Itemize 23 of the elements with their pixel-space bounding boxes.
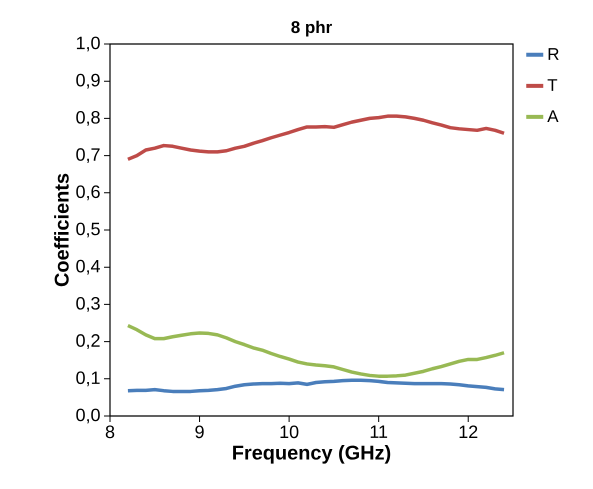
x-axis-title: Frequency (GHz) [233, 445, 390, 464]
legend-label: A [547, 110, 559, 122]
x-tick-label: 10 [280, 425, 298, 438]
chart-title: 8 phr [291, 20, 332, 36]
y-tick-label: 0,7 [76, 148, 100, 164]
y-tick-label: 0,3 [76, 296, 100, 312]
y-tick-label: 0,4 [76, 260, 100, 275]
x-tick-label: 9 [195, 425, 204, 438]
y-tick-label: 1,0 [76, 36, 100, 52]
line-series [126, 114, 506, 162]
y-tick-label: 0,6 [76, 185, 100, 200]
y-tick-label: 0,0 [76, 408, 100, 424]
y-tick-label: 0,8 [76, 110, 100, 126]
x-tick-label: 12 [460, 425, 478, 438]
y-tick-label: 0,5 [76, 222, 100, 238]
y-tick-label: 0,2 [76, 334, 100, 350]
x-tick-label: 8 [106, 425, 114, 438]
legend-label: T [548, 79, 558, 91]
x-tick-label: 11 [370, 425, 388, 438]
legend-label: R [548, 48, 559, 60]
y-tick-label: 0,9 [76, 74, 100, 89]
y-tick-label: 0,1 [76, 371, 100, 386]
y-axis-title: Coefficients [54, 174, 69, 286]
